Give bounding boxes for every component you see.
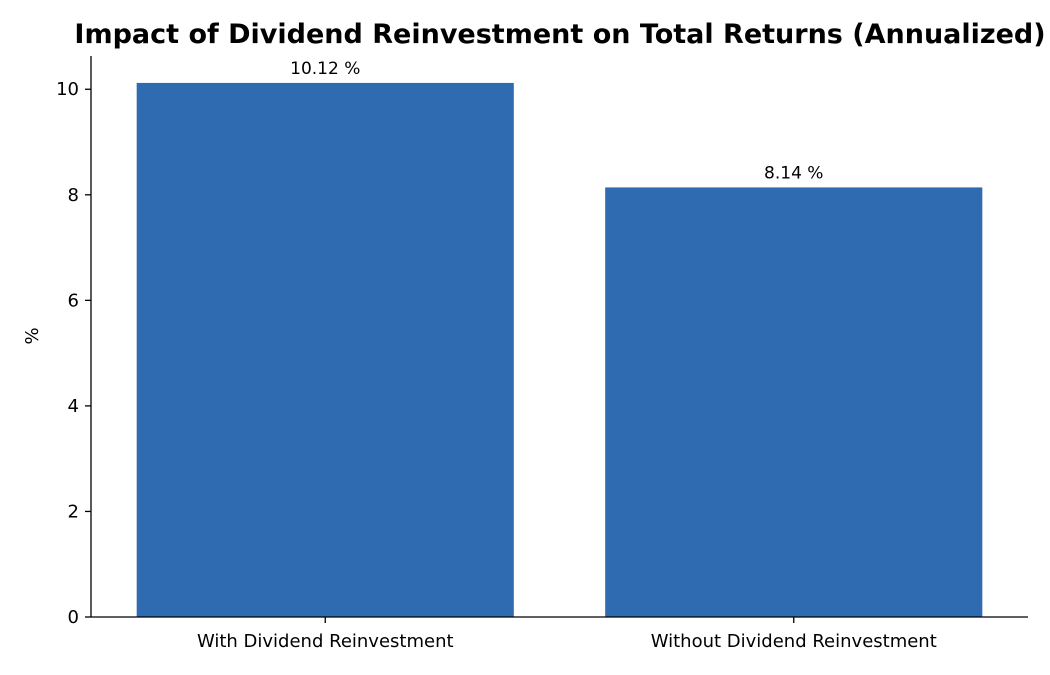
y-tick-label-2: 2 [68, 501, 79, 522]
y-axis-label: % [22, 327, 43, 344]
bar-1 [136, 82, 514, 617]
bar-value-label-2: 8.14 % [764, 163, 823, 183]
bar-value-labels-layer: 10.12 % 8.14 % [290, 59, 823, 183]
x-tick-label-2: Without Dividend Reinvestment [651, 631, 937, 652]
y-tick-label-10: 10 [56, 79, 79, 100]
bars-layer [136, 82, 983, 617]
y-tick-label-0: 0 [68, 607, 79, 628]
x-tick-label-1: With Dividend Reinvestment [197, 631, 454, 652]
x-ticks-layer: With Dividend Reinvestment Without Divide… [197, 617, 937, 652]
y-tick-label-6: 6 [68, 290, 79, 311]
bar-value-label-1: 10.12 % [290, 59, 360, 79]
y-tick-label-4: 4 [68, 396, 79, 417]
bar-2 [605, 187, 983, 617]
chart-title: Impact of Dividend Reinvestment on Total… [74, 19, 1045, 50]
y-tick-label-8: 8 [68, 185, 79, 206]
y-ticks-layer: 0 2 4 6 8 10 [56, 79, 91, 628]
